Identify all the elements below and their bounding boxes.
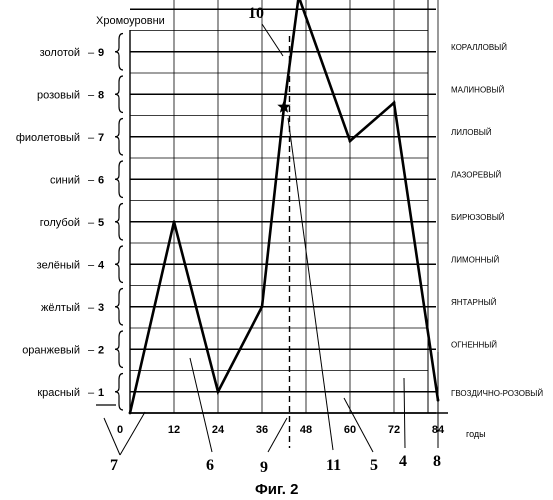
level-number-label: 2 (98, 344, 104, 356)
data-point (173, 220, 176, 223)
level-dash: – (88, 302, 95, 314)
reference-numeral: 8 (433, 453, 441, 470)
reference-leader-line (120, 412, 145, 455)
x-tick-label: 60 (344, 424, 356, 436)
level-number-label: 3 (98, 302, 104, 314)
right-color-label: ЛИМОННЫЙ (451, 255, 500, 264)
x-tick-label: 72 (388, 424, 400, 436)
level-name-label: синий (50, 174, 80, 186)
level-name-label: красный (37, 387, 80, 399)
x-tick-label: 24 (212, 424, 225, 436)
chart-series (129, 0, 440, 448)
reference-numeral: 5 (370, 457, 378, 474)
data-point (261, 305, 264, 308)
right-color-label: ЛИЛОВЫЙ (451, 128, 492, 137)
x-tick-label: 48 (300, 424, 312, 436)
right-color-label: БИРЮЗОВЫЙ (451, 213, 505, 222)
x-tick-label: 12 (168, 424, 180, 436)
reference-numeral: 7 (110, 457, 118, 474)
level-brace (115, 374, 123, 411)
reference-leader-lines (96, 24, 438, 455)
level-dash: – (88, 174, 95, 186)
x-axis-label: годы (466, 429, 486, 439)
level-name-label: фиолетовый (16, 132, 80, 144)
level-number-label: 1 (98, 387, 104, 399)
reference-leader-line (190, 358, 212, 452)
y-axis-label: Хромоуровни (96, 15, 165, 27)
right-color-label: ГВОЗДИЧНО-РОЗОВЫЙ (451, 389, 543, 398)
data-point (349, 140, 352, 143)
figure-caption: Фиг. 2 (255, 481, 298, 498)
level-name-label: зелёный (37, 259, 80, 271)
level-number-label: 7 (98, 132, 104, 144)
right-color-label: КОРАЛЛОВЫЙ (451, 43, 507, 52)
right-color-label: ЯНТАРНЫЙ (451, 298, 497, 307)
reference-numeral: 6 (206, 457, 214, 474)
level-number-label: 8 (98, 89, 104, 101)
level-brace (115, 161, 123, 198)
reference-leader-line (404, 378, 405, 448)
data-point (217, 390, 220, 393)
level-brace (115, 246, 123, 283)
reference-numeral: 10 (248, 5, 264, 22)
x-tick-label: 36 (256, 424, 268, 436)
level-name-label: розовый (37, 89, 80, 101)
reference-leader-line (288, 118, 333, 450)
level-number-label: 9 (98, 47, 104, 59)
level-number-label: 5 (98, 217, 104, 229)
level-dash: – (88, 259, 95, 271)
right-color-label: МАЛИНОВЫЙ (451, 85, 505, 94)
reference-numeral: 11 (326, 457, 341, 474)
level-name-label: голубой (40, 217, 80, 229)
x-tick-label: 84 (432, 424, 445, 436)
level-braces (115, 34, 123, 411)
x-tick-label: 0 (117, 424, 123, 436)
level-name-label: оранжевый (22, 344, 80, 356)
reference-numeral: 9 (260, 459, 268, 476)
chart-labels: 012243648607284красный–1оранжевый–2жёлты… (16, 5, 544, 476)
level-brace (115, 76, 123, 113)
level-dash: – (88, 89, 95, 101)
chart-grid (130, 0, 438, 413)
data-point (129, 412, 132, 415)
level-name-label: золотой (40, 47, 80, 59)
reference-numeral: 4 (399, 453, 407, 470)
level-brace (115, 331, 123, 368)
level-number-label: 4 (98, 259, 105, 271)
level-brace (115, 119, 123, 156)
reference-leader-line (268, 418, 287, 452)
level-number-label: 6 (98, 174, 104, 186)
right-color-label: ОГНЕННЫЙ (451, 340, 497, 349)
data-point (393, 101, 396, 104)
level-dash: – (88, 344, 95, 356)
data-series-line (130, 0, 438, 413)
level-dash: – (88, 47, 95, 59)
level-dash: – (88, 132, 95, 144)
level-name-label: жёлтый (41, 302, 80, 314)
level-brace (115, 289, 123, 326)
level-dash: – (88, 387, 95, 399)
level-dash: – (88, 217, 95, 229)
level-brace (115, 204, 123, 241)
level-brace (115, 34, 123, 71)
right-color-label: ЛАЗОРЕВЫЙ (451, 170, 502, 179)
